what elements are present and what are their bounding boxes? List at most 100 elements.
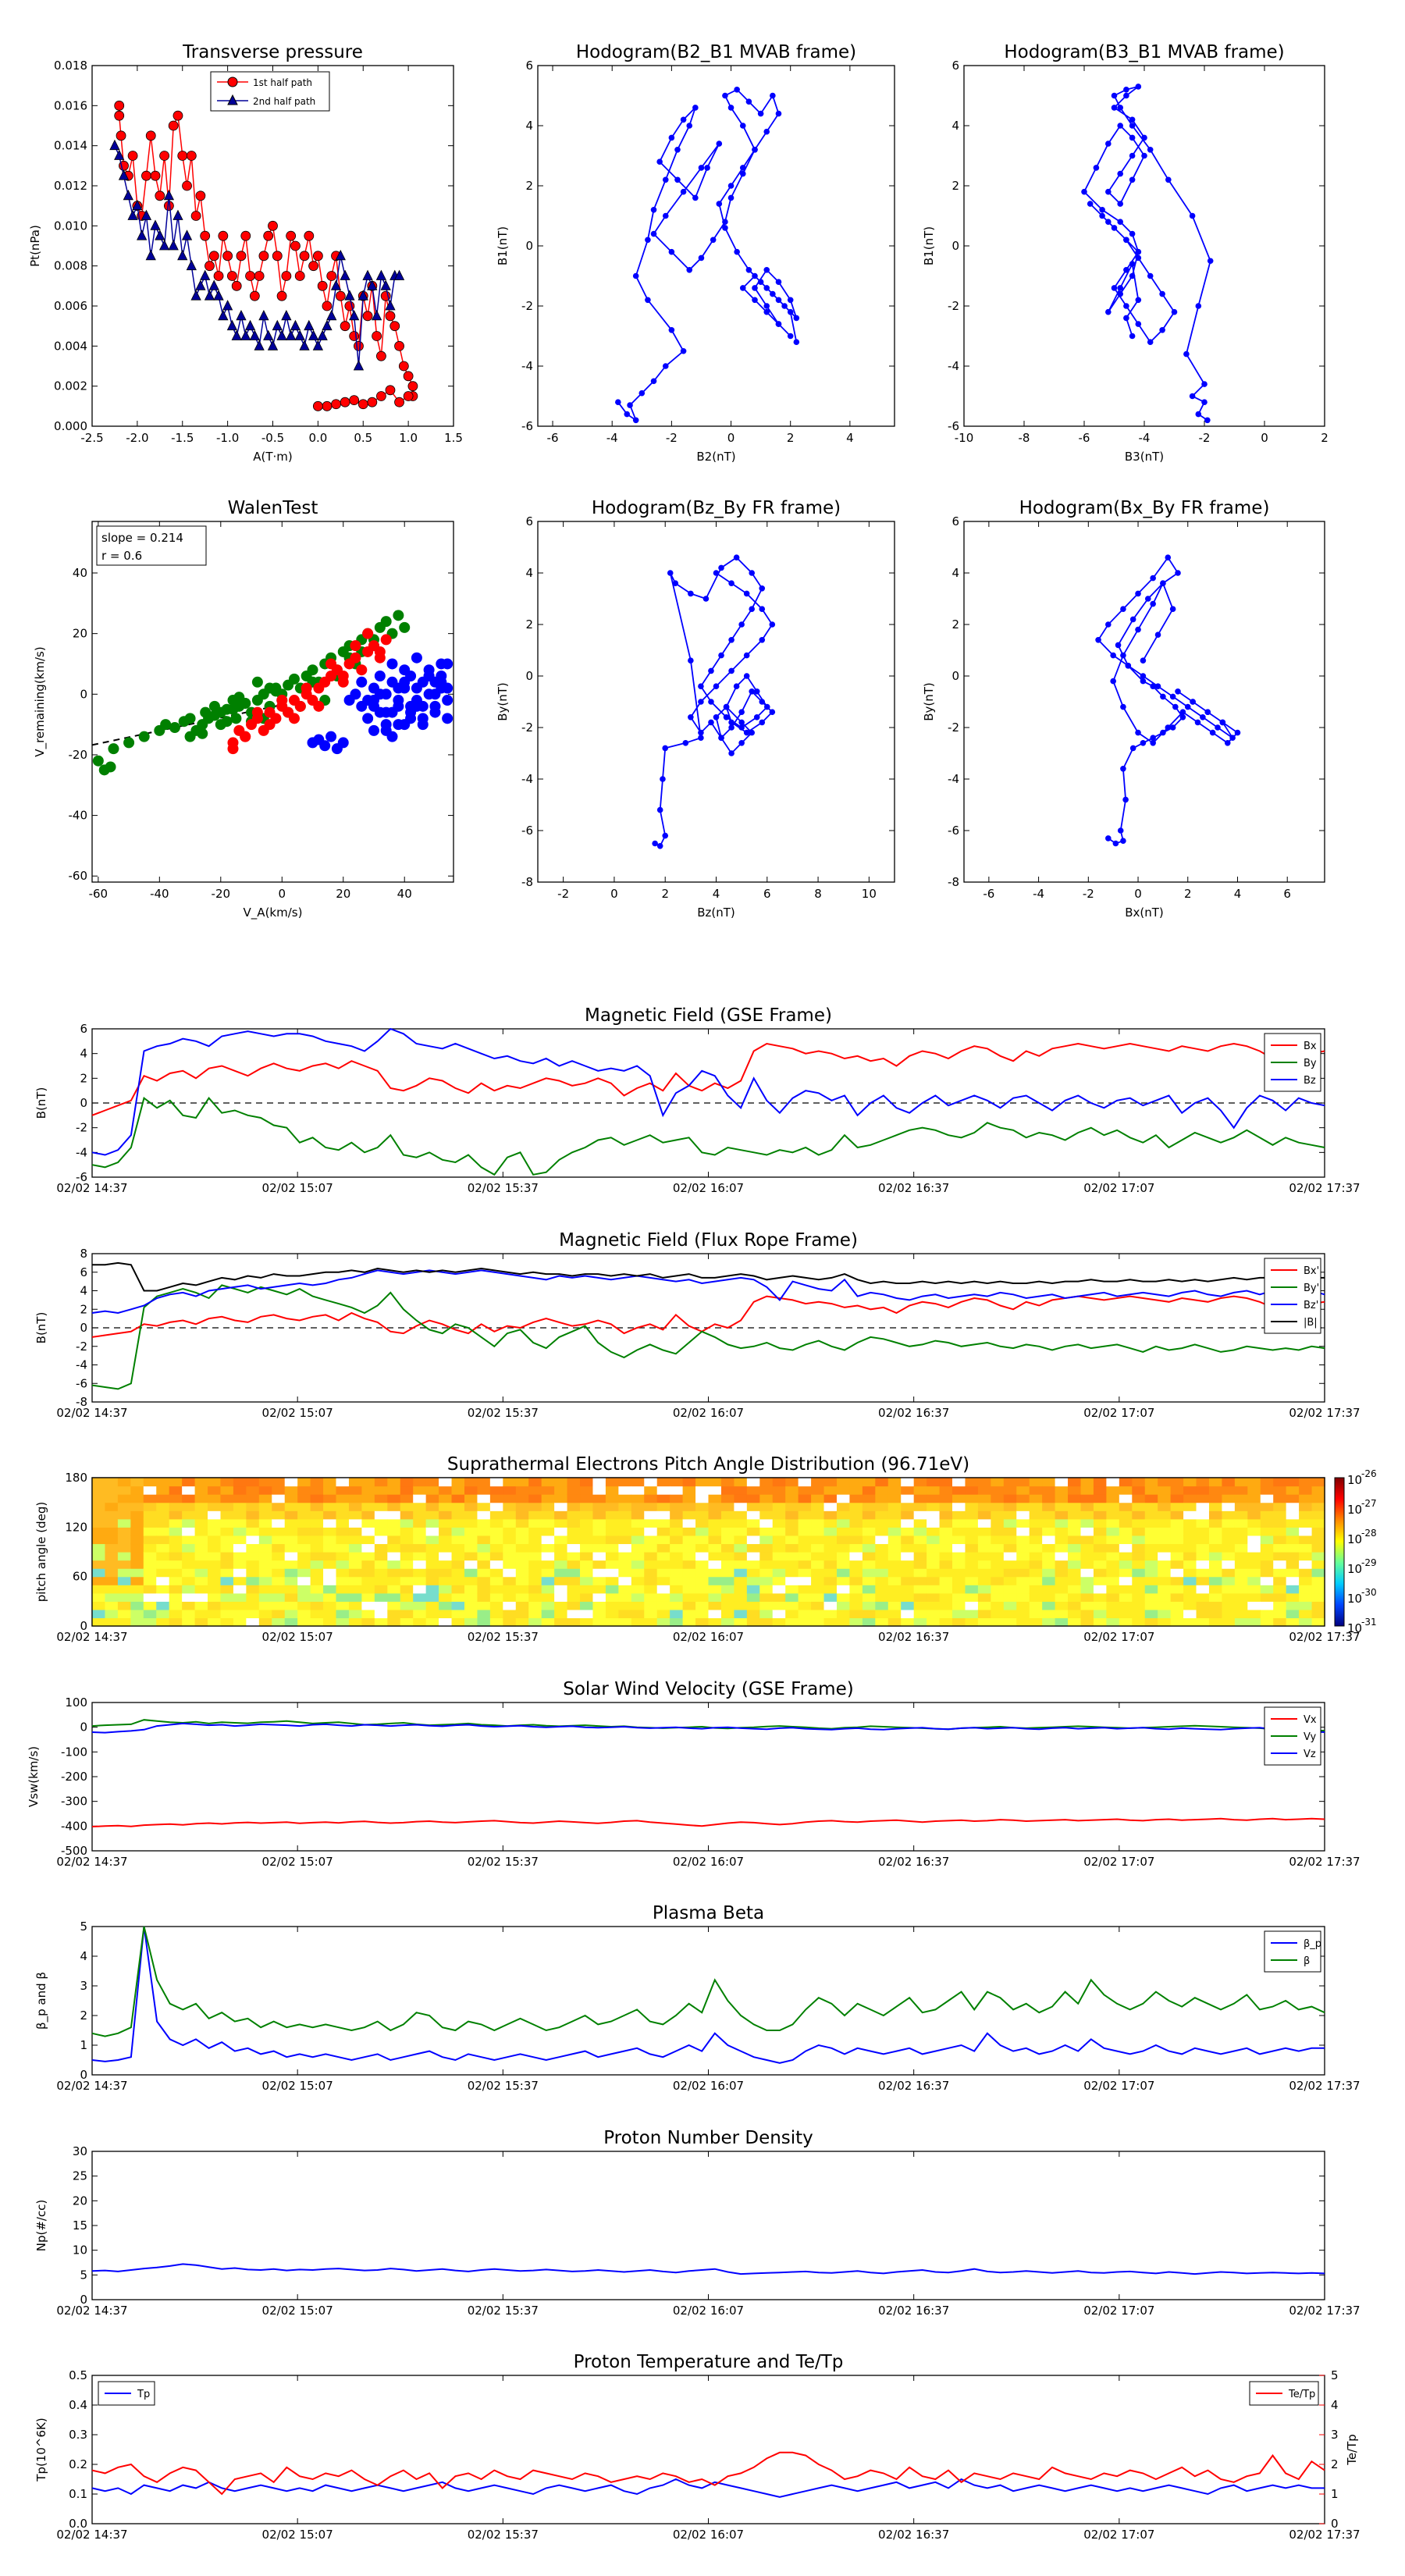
heatmap-cell <box>194 1543 208 1553</box>
heatmap-cell <box>682 1576 696 1585</box>
heatmap-cell <box>823 1617 838 1627</box>
heatmap-cell <box>631 1560 645 1569</box>
heatmap-cell <box>515 1518 529 1528</box>
data-point <box>114 149 125 160</box>
heatmap-cell <box>580 1568 594 1578</box>
heatmap-cell <box>811 1576 825 1585</box>
heatmap-cell <box>1247 1609 1261 1619</box>
heatmap-cell <box>374 1560 388 1569</box>
data-point <box>1135 729 1141 736</box>
heatmap-cell <box>528 1592 542 1602</box>
heatmap-cell <box>387 1502 401 1511</box>
heatmap-cell <box>1208 1552 1223 1561</box>
heatmap-cell <box>1016 1609 1030 1619</box>
data-point <box>374 671 386 681</box>
heatmap-cell <box>348 1568 363 1578</box>
data-point <box>1204 417 1211 424</box>
heatmap-cell <box>258 1502 272 1511</box>
heatmap-cell <box>901 1535 915 1545</box>
heatmap-cell <box>927 1485 941 1495</box>
heatmap-cell <box>746 1502 760 1511</box>
data-point <box>411 700 422 712</box>
heatmap-cell <box>246 1510 260 1520</box>
heatmap-cell <box>708 1609 722 1619</box>
heatmap-cell <box>182 1518 196 1528</box>
y-tick-label: 4 <box>951 119 959 133</box>
heatmap-cell <box>1068 1535 1082 1545</box>
data-point <box>1117 285 1123 291</box>
heatmap-cell <box>1106 1560 1120 1569</box>
heatmap-cell <box>208 1494 222 1503</box>
heatmap-cell <box>143 1592 157 1602</box>
heatmap-cell <box>798 1502 812 1511</box>
heatmap-cell <box>1247 1502 1261 1511</box>
heatmap-cell <box>708 1485 722 1495</box>
heatmap-cell <box>182 1560 196 1569</box>
heatmap-cell <box>439 1552 453 1561</box>
data-point <box>763 303 770 309</box>
heatmap-cell <box>1158 1576 1172 1585</box>
heatmap-cell <box>708 1543 722 1553</box>
series-line-by <box>91 1096 1325 1176</box>
heatmap-cell <box>811 1552 825 1561</box>
heatmap-cell <box>605 1560 619 1569</box>
x-tick-label: 0.5 <box>354 431 372 445</box>
heatmap-cell <box>567 1510 581 1520</box>
heatmap-cell <box>991 1560 1005 1569</box>
heatmap-cell <box>1158 1568 1172 1578</box>
heatmap-cell <box>1311 1485 1325 1495</box>
heatmap-cell <box>503 1617 517 1627</box>
series-line-tetp <box>91 2451 1325 2496</box>
x-tick-label: 02/02 15:07 <box>262 2304 333 2318</box>
data-point <box>734 87 740 93</box>
heatmap-cell <box>849 1552 863 1561</box>
heatmap-cell <box>554 1617 568 1627</box>
data-point <box>738 719 745 726</box>
heatmap-cell <box>965 1592 979 1602</box>
heatmap-cell <box>836 1576 851 1585</box>
heatmap-cell <box>772 1560 786 1569</box>
data-point <box>150 170 161 181</box>
heatmap-cell <box>451 1568 465 1578</box>
heatmap-cell <box>477 1494 491 1503</box>
heatmap-cell <box>503 1601 517 1610</box>
heatmap-cell <box>901 1617 915 1627</box>
heatmap-cell <box>1170 1543 1184 1553</box>
heatmap-cell <box>489 1609 503 1619</box>
data-point <box>184 713 196 724</box>
heatmap-cell <box>913 1592 927 1602</box>
heatmap-cell <box>785 1543 799 1553</box>
heatmap-cell <box>182 1494 196 1503</box>
heatmap-cell <box>901 1568 915 1578</box>
data-point <box>184 731 196 742</box>
data-point <box>116 130 126 141</box>
y-tick-label: -4 <box>521 359 533 373</box>
legend-label: β_p <box>1304 1938 1321 1950</box>
heatmap-cell <box>374 1617 388 1627</box>
x-tick-label: 2 <box>661 887 669 901</box>
heatmap-cell <box>233 1502 247 1511</box>
heatmap-cell <box>618 1485 632 1495</box>
data-point <box>1105 621 1112 628</box>
heatmap-cell <box>1286 1560 1300 1569</box>
heatmap-cell <box>528 1478 542 1487</box>
heatmap-cell <box>862 1601 876 1610</box>
heatmap-cell <box>631 1617 645 1627</box>
heatmap-cell <box>515 1535 529 1545</box>
heatmap-cell <box>220 1592 234 1602</box>
heatmap-cell <box>875 1576 889 1585</box>
chart-title: Hodogram(Bx_By FR frame) <box>1019 498 1270 518</box>
heatmap-cell <box>567 1518 581 1528</box>
x-axis-label: B2(nT) <box>696 450 735 464</box>
heatmap-cell <box>143 1494 157 1503</box>
heatmap-cell <box>258 1518 272 1528</box>
heatmap-cell <box>387 1617 401 1627</box>
heatmap-cell <box>631 1527 645 1536</box>
heatmap-cell <box>489 1518 503 1528</box>
heatmap-cell <box>503 1568 517 1578</box>
heatmap-cell <box>1299 1592 1313 1602</box>
heatmap-cell <box>439 1617 453 1627</box>
heatmap-cell <box>554 1478 568 1487</box>
data-point <box>240 731 251 742</box>
